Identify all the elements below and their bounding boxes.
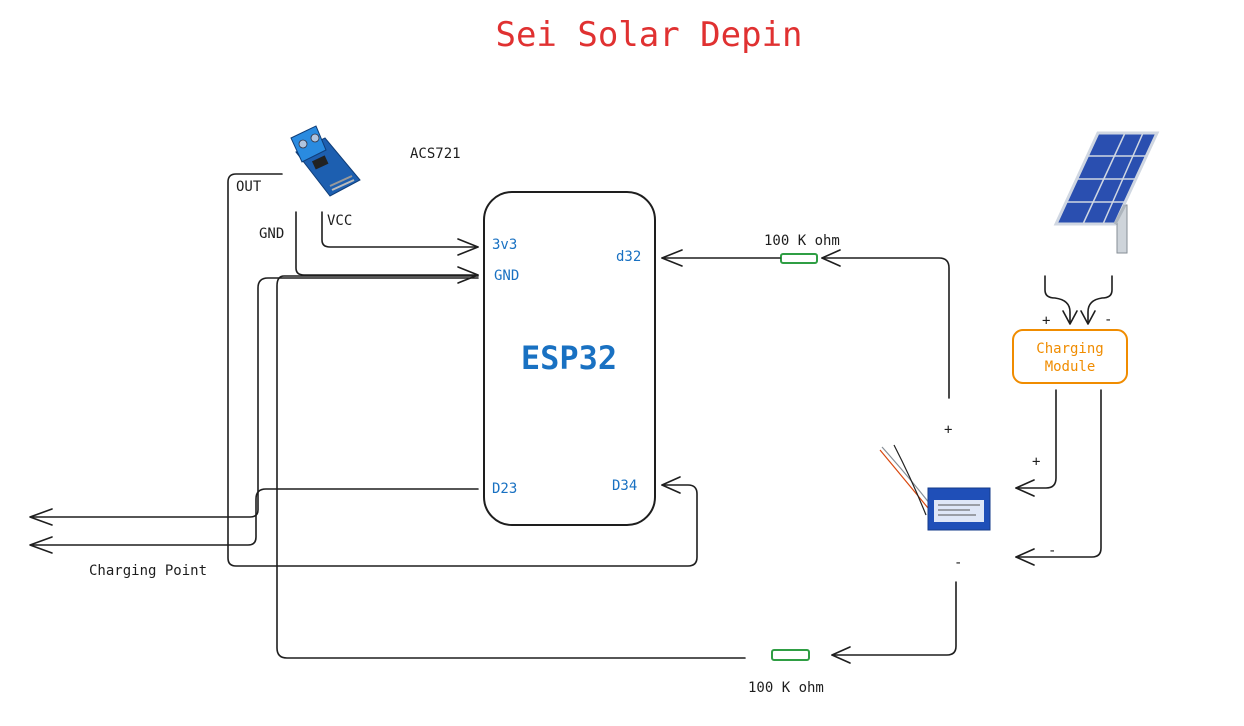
resistor-bottom (771, 649, 810, 661)
arrowhead-gnd (457, 266, 479, 284)
esp32-label: ESP32 (521, 339, 617, 377)
arrowhead-resistor-bottom (831, 646, 851, 664)
arrowhead-battery-plus (1015, 479, 1035, 497)
charging-module-box (1012, 329, 1128, 384)
esp32-board (483, 191, 656, 526)
arrowhead-d34 (661, 476, 681, 494)
acs721-module-image (290, 125, 361, 197)
resistor-top-label: 100 K ohm (764, 233, 840, 249)
arrowhead-solar-plus (1062, 310, 1078, 325)
wire-gnd-return-1 (31, 277, 479, 518)
module-in-minus-label: - (1104, 312, 1112, 328)
esp32-pin-d32: d32 (616, 249, 641, 265)
wire-module-minus-to-battery (1015, 389, 1102, 558)
esp32-pin-gnd: GND (494, 268, 519, 284)
wire-battery-minus-to-resistor (831, 581, 957, 656)
wire-gnd-to-esp-gnd (295, 211, 479, 276)
module-out-plus-label: + (1032, 454, 1040, 470)
sensor-pin-out-label: OUT (236, 179, 262, 195)
sensor-pin-gnd-label: GND (259, 226, 284, 242)
wire-gnd-return-2 (276, 275, 746, 659)
charging-module-label-line1: Charging (1036, 341, 1103, 357)
arrowhead-resistor-top (821, 249, 841, 267)
module-in-plus-label: + (1042, 313, 1050, 329)
battery-plus-label: + (944, 422, 952, 438)
battery-minus-label: - (954, 555, 962, 571)
battery-image (879, 444, 991, 531)
arrowhead-battery-minus (1015, 548, 1035, 566)
esp32-pin-d23: D23 (492, 481, 517, 497)
arrowhead-solar-minus (1080, 310, 1096, 325)
resistor-top (780, 253, 818, 264)
charging-point-label: Charging Point (89, 563, 207, 579)
wire-module-plus-to-battery (1015, 389, 1057, 489)
sensor-name: ACS721 (410, 146, 461, 162)
wire-vcc-to-3v3 (321, 211, 479, 248)
charging-module-label-line2: Module (1045, 359, 1096, 375)
wire-d23-to-charging (31, 488, 479, 546)
arrowhead-charging-2 (29, 536, 53, 554)
resistor-bottom-label: 100 K ohm (748, 680, 824, 696)
arrowhead-charging-1 (29, 508, 53, 526)
arrowhead-d32 (661, 249, 683, 267)
arrowhead-3v3 (457, 238, 479, 256)
wire-solar-minus (1087, 275, 1113, 324)
wire-out-to-d34 (227, 173, 698, 567)
wire-solar-plus (1044, 275, 1071, 324)
esp32-pin-3v3: 3v3 (492, 237, 517, 253)
module-out-minus-label: - (1048, 543, 1056, 559)
solar-panel-image (1053, 131, 1160, 254)
esp32-pin-d34: D34 (612, 478, 637, 494)
wire-battery-plus-to-resistor (821, 257, 950, 399)
diagram-title: Sei Solar Depin (495, 15, 802, 55)
sensor-pin-vcc-label: VCC (327, 213, 352, 229)
